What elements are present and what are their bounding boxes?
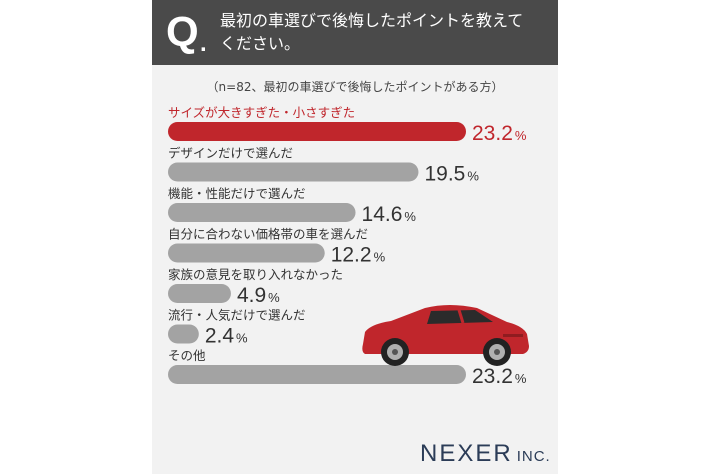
category-label: 自分に合わない価格帯の車を選んだ bbox=[168, 227, 368, 242]
value-label: 23.2% bbox=[472, 122, 527, 145]
category-label: サイズが大きすぎた・小さすぎた bbox=[168, 105, 355, 120]
category-label: デザインだけで選んだ bbox=[168, 146, 293, 161]
question-line-2: ください。 bbox=[220, 34, 301, 53]
bar bbox=[168, 203, 356, 222]
value-label: 14.6% bbox=[362, 203, 417, 226]
value-label: 2.4% bbox=[205, 325, 248, 348]
question-dot: . bbox=[200, 30, 207, 57]
sample-note: （n=82、最初の車選びで後悔したポイントがある方） bbox=[206, 80, 504, 94]
bar bbox=[168, 122, 466, 141]
question-text: 最初の車選びで後悔したポイントを教えて ください。 bbox=[220, 9, 550, 55]
bar bbox=[168, 324, 199, 344]
bar bbox=[168, 284, 231, 303]
category-label: 流行・人気だけで選んだ bbox=[168, 308, 306, 323]
question-header: Q . 最初の車選びで後悔したポイントを教えて ください。 bbox=[152, 0, 558, 65]
value-label: 19.5% bbox=[424, 163, 479, 186]
category-label: 機能・性能だけで選んだ bbox=[168, 186, 306, 201]
value-label: 23.2% bbox=[472, 365, 527, 388]
logo-suffix: INC. bbox=[516, 448, 551, 465]
red-car-illustration bbox=[362, 305, 529, 366]
bar bbox=[168, 162, 419, 182]
bar-chart: サイズが大きすぎた・小さすぎた 23.2 % デザインだけで選んだ 19.5 % 機能・性能… bbox=[168, 105, 527, 388]
question-line-1: 最初の車選びで後悔したポイントを教えて bbox=[220, 11, 524, 30]
category-label: その他 bbox=[168, 348, 206, 363]
category-label: 家族の意見を取り入れなかった bbox=[168, 267, 343, 282]
bar bbox=[168, 365, 466, 384]
survey-card: Q . 最初の車選びで後悔したポイントを教えて ください。 （n=82、最初の車… bbox=[152, 0, 558, 474]
nexer-logo: NEXER INC. bbox=[420, 440, 551, 468]
value-label: 12.2% bbox=[331, 244, 386, 267]
logo-name: NEXER bbox=[420, 440, 513, 467]
value-label: 4.9% bbox=[237, 284, 280, 307]
bar bbox=[168, 243, 325, 263]
question-mark: Q bbox=[166, 8, 199, 55]
